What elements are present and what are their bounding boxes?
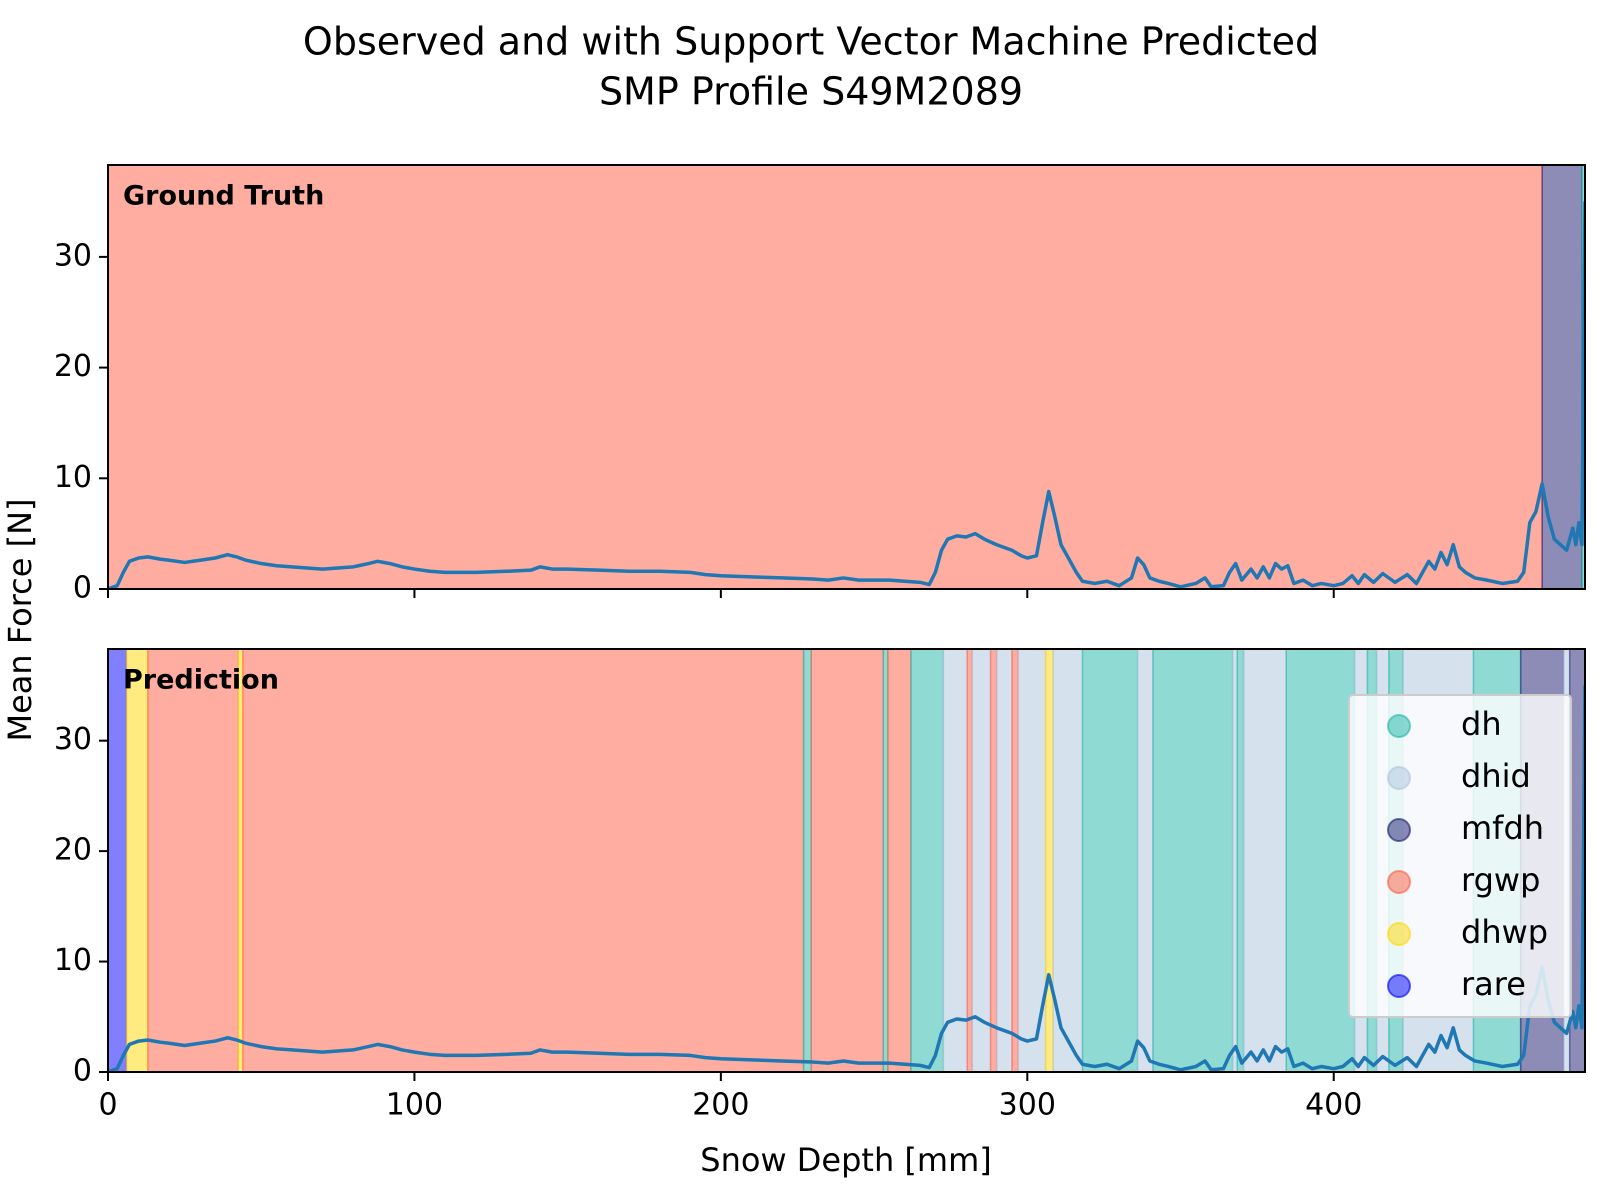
legend-label: dh	[1461, 705, 1502, 743]
force-line	[108, 201, 1585, 589]
legend-label: mfdh	[1461, 809, 1544, 847]
panel-label: Prediction	[123, 665, 279, 696]
layer-span	[1242, 649, 1287, 1072]
x-tick-label: 300	[999, 1088, 1056, 1123]
layer-span	[1152, 649, 1234, 1072]
layer-span	[887, 649, 912, 1072]
layer-span	[910, 649, 945, 1072]
y-tick-label: 20	[54, 349, 92, 384]
y-tick-label: 30	[54, 238, 92, 273]
y-tick-label: 30	[54, 722, 92, 757]
legend-label: rare	[1461, 965, 1526, 1003]
layer-span	[1285, 649, 1356, 1072]
layer-span	[989, 649, 998, 1072]
y-tick-label: 0	[73, 571, 92, 606]
layer-span	[995, 649, 1013, 1072]
layer-span	[242, 649, 805, 1072]
legend-marker	[1387, 922, 1411, 946]
panel-label: Ground Truth	[123, 181, 324, 212]
layer-span	[1044, 649, 1054, 1072]
legend-box	[1348, 694, 1572, 1018]
layer-span	[108, 165, 1543, 589]
legend-label: dhid	[1461, 757, 1531, 795]
layer-span	[125, 649, 149, 1072]
legend-marker	[1387, 870, 1411, 894]
layer-span	[1052, 649, 1084, 1072]
legend-marker	[1387, 974, 1411, 998]
legend-label: dhwp	[1461, 913, 1548, 951]
plot-area	[108, 165, 1585, 589]
y-axis-label: Mean Force [N]	[1, 498, 39, 741]
y-tick-label: 20	[54, 833, 92, 868]
chart-title: Observed and with Support Vector Machine…	[303, 20, 1319, 64]
x-tick-label: 100	[386, 1088, 443, 1123]
layer-span	[1081, 649, 1139, 1072]
layer-span	[108, 649, 128, 1072]
axes-frame	[107, 164, 1586, 590]
layer-span	[971, 649, 992, 1072]
layer-span	[1011, 649, 1019, 1072]
legend-label: rgwp	[1461, 861, 1540, 899]
layer-span	[147, 649, 239, 1072]
layer-span	[1136, 649, 1154, 1072]
chart-title: SMP Profile S49M2089	[599, 70, 1023, 114]
x-tick-label: 0	[98, 1088, 117, 1123]
legend-marker	[1387, 714, 1411, 738]
force-line	[108, 685, 1585, 1072]
layer-span	[1017, 649, 1047, 1072]
legend-marker	[1387, 818, 1411, 842]
axes-frame	[107, 648, 1586, 1073]
layer-span	[1236, 649, 1245, 1072]
y-tick-label: 10	[54, 943, 92, 978]
y-tick-label: 0	[73, 1054, 92, 1089]
y-tick-label: 10	[54, 460, 92, 495]
legend-marker	[1387, 766, 1411, 790]
x-axis-label: Snow Depth [mm]	[700, 1141, 991, 1179]
layer-span	[810, 649, 885, 1072]
layer-span	[1541, 165, 1583, 589]
x-tick-label: 400	[1305, 1088, 1362, 1123]
layer-span	[942, 649, 968, 1072]
x-tick-label: 200	[692, 1088, 749, 1123]
layer-span	[802, 649, 813, 1072]
